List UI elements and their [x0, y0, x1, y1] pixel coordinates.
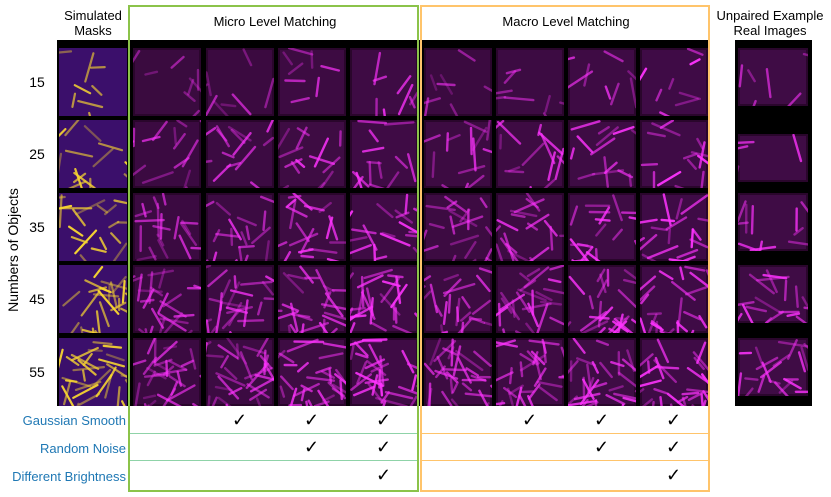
macro-divider-1: [422, 433, 708, 434]
macro-tile: [640, 265, 708, 333]
micro-checkmark-icon: ✓: [304, 437, 320, 457]
micro-frame: [128, 5, 419, 492]
macro-tile: [496, 48, 564, 116]
real-header-line1: Unpaired Example: [716, 8, 824, 23]
macro-tile: [568, 120, 636, 188]
micro-divider-2: [130, 460, 417, 461]
micro-tile: [133, 265, 201, 333]
real-image-tile: [738, 338, 808, 396]
macro-tile: [424, 338, 492, 406]
micro-tile: [278, 265, 346, 333]
macro-tile: [568, 193, 636, 261]
y-axis-label: Numbers of Objects: [5, 188, 21, 312]
macro-checkmark-icon: ✓: [594, 437, 610, 457]
micro-header: Micro Level Matching: [213, 14, 337, 29]
row-label: 55: [29, 364, 45, 380]
macro-tile: [424, 193, 492, 261]
masks-header: Simulated Masks: [55, 8, 131, 38]
row-label: 25: [29, 146, 45, 162]
micro-checkmark-icon: ✓: [376, 410, 392, 430]
macro-tile: [424, 120, 492, 188]
macro-header: Macro Level Matching: [502, 14, 630, 29]
macro-checkmark-icon: ✓: [522, 410, 538, 430]
macro-tile: [496, 338, 564, 406]
option-different-brightness: Different Brightness: [12, 469, 126, 484]
micro-tile: [278, 338, 346, 406]
mask-tile: [59, 265, 127, 333]
micro-tile: [278, 48, 346, 116]
micro-tile: [133, 338, 201, 406]
macro-tile: [568, 48, 636, 116]
micro-tile: [206, 338, 274, 406]
row-label: 45: [29, 291, 45, 307]
macro-divider-2: [422, 460, 708, 461]
macro-tile: [496, 193, 564, 261]
real-header: Unpaired Example Real Images: [712, 8, 828, 38]
macro-checkmark-icon: ✓: [666, 437, 682, 457]
mask-tile: [59, 120, 127, 188]
macro-tile: [424, 265, 492, 333]
real-image-tile: [738, 134, 808, 182]
micro-tile: [206, 48, 274, 116]
micro-tile: [133, 193, 201, 261]
micro-tile: [278, 193, 346, 261]
masks-header-line2: Masks: [74, 23, 112, 38]
macro-checkmark-icon: ✓: [594, 410, 610, 430]
macro-tile: [424, 48, 492, 116]
micro-tile: [133, 48, 201, 116]
real-image-tile: [738, 265, 808, 323]
micro-tile: [133, 120, 201, 188]
macro-tile: [496, 120, 564, 188]
micro-tile: [350, 193, 418, 261]
option-random-noise: Random Noise: [40, 441, 126, 456]
row-label: 35: [29, 219, 45, 235]
option-gaussian-smooth: Gaussian Smooth: [22, 413, 126, 428]
micro-tile: [206, 265, 274, 333]
macro-tile: [568, 338, 636, 406]
real-image-tile: [738, 48, 808, 106]
macro-frame: [420, 5, 710, 492]
macro-tile: [496, 265, 564, 333]
real-header-line2: Real Images: [733, 23, 807, 38]
micro-checkmark-icon: ✓: [304, 410, 320, 430]
micro-tile: [350, 265, 418, 333]
micro-tile: [350, 338, 418, 406]
mask-tile: [59, 338, 127, 406]
macro-tile: [640, 193, 708, 261]
row-label: 15: [29, 74, 45, 90]
real-image-tile: [738, 193, 808, 251]
macro-checkmark-icon: ✓: [666, 465, 682, 485]
micro-checkmark-icon: ✓: [232, 410, 248, 430]
micro-checkmark-icon: ✓: [376, 465, 392, 485]
macro-tile: [640, 48, 708, 116]
macro-tile: [568, 265, 636, 333]
masks-header-line1: Simulated: [64, 8, 122, 23]
micro-divider-1: [130, 433, 417, 434]
mask-tile: [59, 193, 127, 261]
micro-tile: [278, 120, 346, 188]
micro-tile: [350, 120, 418, 188]
macro-tile: [640, 338, 708, 406]
macro-checkmark-icon: ✓: [666, 410, 682, 430]
micro-tile: [350, 48, 418, 116]
micro-tile: [206, 120, 274, 188]
micro-checkmark-icon: ✓: [376, 437, 392, 457]
mask-tile: [59, 48, 127, 116]
macro-tile: [640, 120, 708, 188]
micro-tile: [206, 193, 274, 261]
